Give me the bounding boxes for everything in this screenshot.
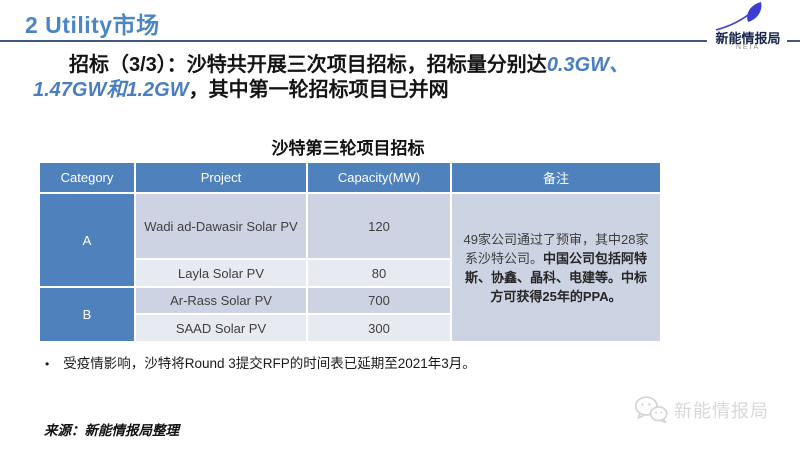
title-text-black2: ，其中第一轮招标项目已并网: [188, 79, 449, 101]
page-title: 招标（3/3）：沙特共开展三次项目招标，招标量分别达0.3GW、 1.47GW和…: [0, 53, 700, 103]
header-rule-right: [787, 40, 800, 42]
title-text-blue1: 0.3GW、: [546, 54, 630, 76]
title-text-blue2: 1.47GW和1.2GW: [33, 79, 189, 101]
table-row: Layla Solar PV 80: [40, 260, 660, 286]
category-cell-a: A: [40, 194, 134, 286]
table-row: SAAD Solar PV 300: [40, 315, 660, 341]
project-cell: Ar-Rass Solar PV: [136, 288, 306, 313]
table-row: B Ar-Rass Solar PV 700: [40, 288, 660, 341]
notes-bold: 中国公司包括阿特斯、协鑫、晶科、电建等。中标方可获得25年的PPA。: [464, 250, 648, 304]
capacity-cell: 300: [308, 315, 450, 341]
col-header-notes: 备注: [452, 163, 660, 192]
wechat-icon: [634, 396, 668, 424]
section-title: 2 Utility市场: [25, 12, 160, 38]
bullet-text: 受疫情影响，沙特将Round 3提交RFP的时间表已延期至2021年3月。: [63, 356, 476, 371]
table-row: A Wadi ad-Dawasir Solar PV 120 49家公司通过了预…: [40, 194, 660, 341]
capacity-cell: 120: [308, 194, 450, 258]
project-cell: Layla Solar PV: [136, 260, 306, 286]
logo-name: 新能情报局: [715, 31, 781, 46]
bullet-marker: •: [45, 357, 50, 371]
page-title-line2: 1.47GW和1.2GW，其中第一轮招标项目已并网: [33, 78, 700, 103]
capacity-cell: 80: [308, 260, 450, 286]
source-note: 来源：新能情报局整理: [44, 423, 179, 438]
watermark: 新能情报局: [634, 395, 769, 424]
bid-table: Category Project Capacity(MW) 备注 A Wadi …: [38, 161, 662, 343]
page-title-line1: 招标（3/3）：沙特共开展三次项目招标，招标量分别达0.3GW、: [69, 53, 700, 78]
col-header-capacity: Capacity(MW): [308, 163, 450, 192]
logo-subtitle: NEIA: [735, 44, 761, 51]
capacity-cell: 700: [308, 288, 450, 313]
col-header-category: Category: [40, 163, 134, 192]
notes-normal: 49家公司通过了预审，其中28家系沙特公司。: [463, 231, 649, 266]
title-text-black1: 招标（3/3）：沙特共开展三次项目招标，招标量分别达: [69, 54, 547, 76]
feather-icon: [715, 2, 762, 31]
table-caption: 沙特第三轮项目招标: [271, 139, 425, 158]
header-rule-left: [0, 40, 707, 42]
project-cell: SAAD Solar PV: [136, 315, 306, 341]
project-cell: Wadi ad-Dawasir Solar PV: [136, 194, 306, 258]
table-header-row: Category Project Capacity(MW) 备注: [40, 163, 660, 192]
notes-cell: 49家公司通过了预审，其中28家系沙特公司。中国公司包括阿特斯、协鑫、晶科、电建…: [452, 194, 660, 341]
watermark-text: 新能情报局: [674, 400, 769, 421]
category-cell-b: B: [40, 288, 134, 341]
col-header-project: Project: [136, 163, 306, 192]
bullet-note: • 受疫情影响，沙特将Round 3提交RFP的时间表已延期至2021年3月。: [45, 352, 476, 372]
